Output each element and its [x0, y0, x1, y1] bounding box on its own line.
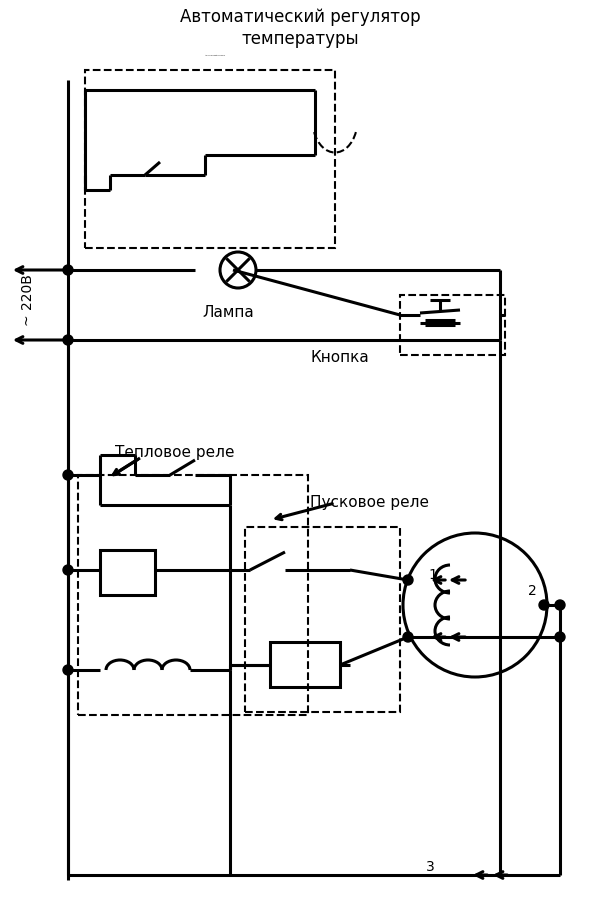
Text: Автоматический регулятор: Автоматический регулятор	[179, 8, 421, 26]
Circle shape	[403, 632, 413, 642]
Text: Пусковое реле: Пусковое реле	[311, 495, 430, 510]
Circle shape	[63, 470, 73, 480]
Circle shape	[63, 335, 73, 345]
Bar	[270, 642, 340, 687]
Circle shape	[555, 632, 565, 642]
Text: Лампа: Лампа	[202, 305, 254, 320]
Bar	[78, 475, 308, 715]
Bar	[85, 70, 335, 248]
Text: ~ 220В: ~ 220В	[21, 274, 35, 326]
Circle shape	[539, 600, 549, 610]
Bar	[400, 295, 505, 355]
Text: Автоматический регулятор: Автоматический регулятор	[205, 54, 225, 56]
Circle shape	[63, 565, 73, 575]
Circle shape	[63, 665, 73, 675]
Text: температуры: температуры	[241, 30, 359, 48]
Circle shape	[403, 575, 413, 585]
Text: 2: 2	[527, 584, 536, 598]
Bar	[100, 550, 155, 595]
Text: 1: 1	[428, 568, 437, 582]
Bar	[245, 527, 400, 712]
Circle shape	[63, 265, 73, 275]
Text: 3: 3	[425, 860, 434, 874]
Text: Тепловое реле: Тепловое реле	[115, 445, 235, 460]
Text: Кнопка: Кнопка	[311, 350, 370, 365]
Circle shape	[555, 600, 565, 610]
